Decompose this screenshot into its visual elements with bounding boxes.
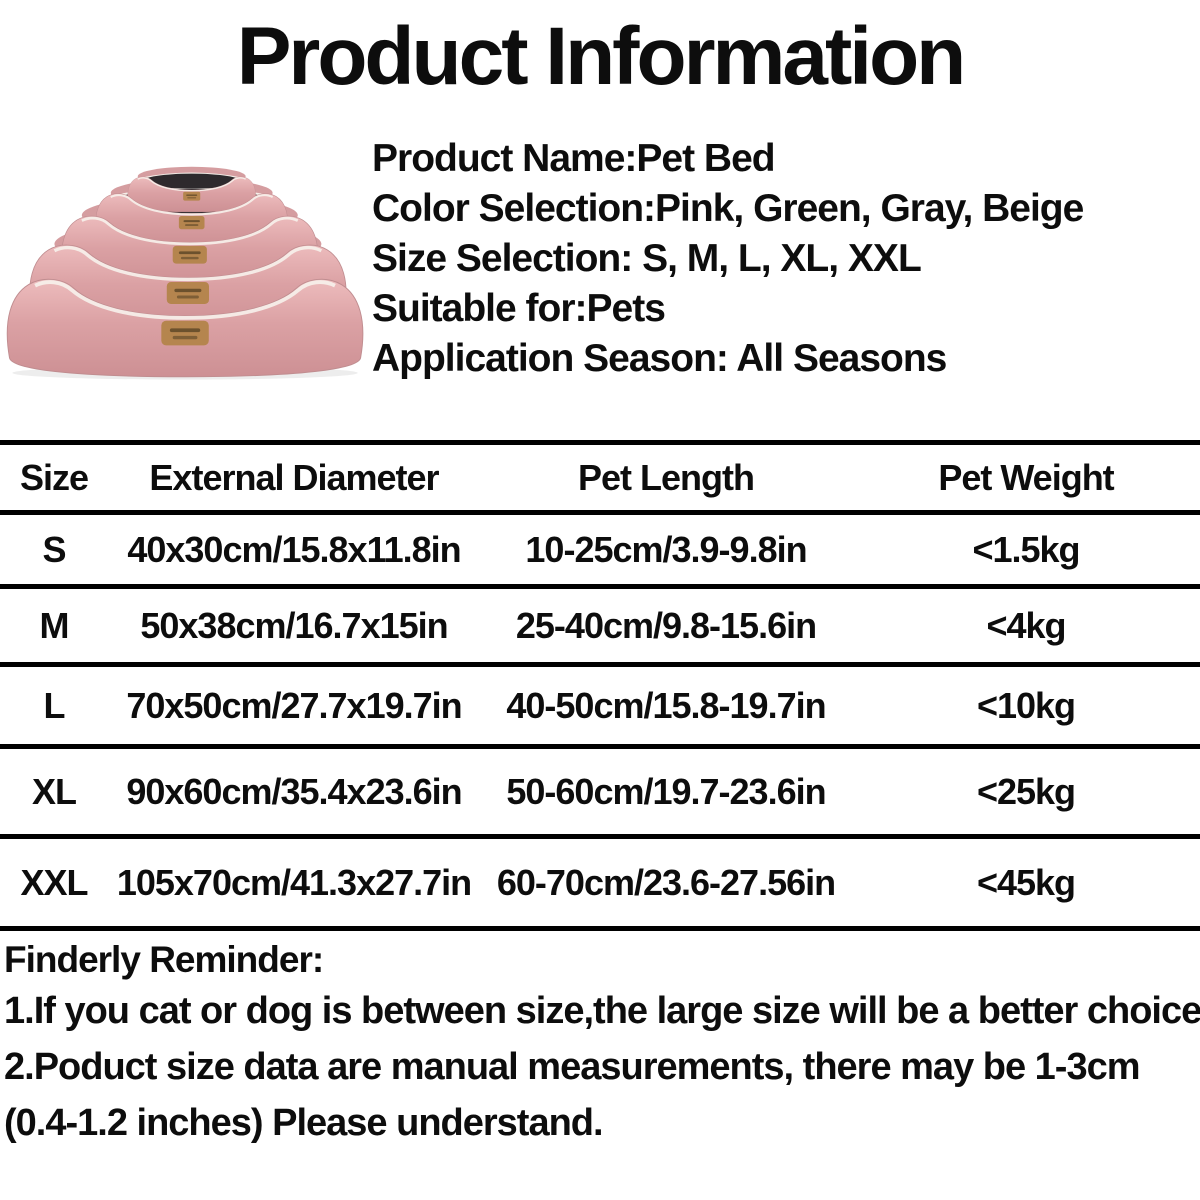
column-header-pet-length: Pet Length <box>578 456 755 498</box>
reminder-note-2: 2.Poduct size data are manual measuremen… <box>4 1046 1141 1088</box>
top-section: Product Name:Pet Bed Color Selection:Pin… <box>0 134 1200 386</box>
detail-suitable-for: Suitable for:Pets <box>372 287 666 330</box>
external-diameter-cell: 105x70cm/41.3x27.7in <box>116 861 472 903</box>
pet-weight-cell: <1.5kg <box>972 528 1080 570</box>
page-title: Product Information <box>236 11 967 102</box>
reminder-note-1: 1.If you cat or dog is between size,the … <box>4 990 1200 1032</box>
table-row-s: S 40x30cm/15.8x11.8in 10-25cm/3.9-9.8in … <box>0 512 1200 587</box>
table-row-xl: XL 90x60cm/35.4x23.6in 50-60cm/19.7-23.6… <box>0 746 1200 837</box>
size-cell: S <box>42 528 66 570</box>
pet-weight-cell: <10kg <box>976 684 1076 726</box>
table-row-l: L 70x50cm/27.7x19.7in 40-50cm/15.8-19.7i… <box>0 664 1200 747</box>
external-diameter-cell: 50x38cm/16.7x15in <box>140 604 448 646</box>
pet-weight-cell: <25kg <box>976 770 1076 812</box>
size-cell: XXL <box>20 861 88 903</box>
pet-length-cell: 60-70cm/23.6-27.56in <box>496 861 836 903</box>
pet-weight-cell: <4kg <box>986 604 1066 646</box>
pet-length-cell: 25-40cm/9.8-15.6in <box>515 604 817 646</box>
stacked-pet-beds-illustration <box>5 165 365 380</box>
pet-length-cell: 10-25cm/3.9-9.8in <box>525 528 807 570</box>
reminder-heading: Finderly Reminder: <box>4 939 324 980</box>
detail-color-selection: Color Selection:Pink, Green, Gray, Beige <box>372 187 1084 230</box>
detail-application-season: Application Season: All Seasons <box>372 337 947 380</box>
size-cell: XL <box>31 770 77 812</box>
size-cell: M <box>39 604 70 646</box>
column-header-pet-weight: Pet Weight <box>938 456 1114 498</box>
table-row-m: M 50x38cm/16.7x15in 25-40cm/9.8-15.6in <… <box>0 586 1200 665</box>
pet-weight-cell: <45kg <box>976 861 1076 903</box>
column-header-external-diameter: External Diameter <box>149 456 439 498</box>
size-table: Size External Diameter Pet Length Pet We… <box>0 440 1200 931</box>
reminder-section: Finderly Reminder: 1.If you cat or dog i… <box>0 937 1200 1151</box>
column-header-size: Size <box>19 456 89 498</box>
product-details: Product Name:Pet Bed Color Selection:Pin… <box>372 134 1200 386</box>
size-table-header-row: Size External Diameter Pet Length Pet We… <box>0 442 1200 513</box>
pet-bed-product-image <box>0 134 372 386</box>
detail-size-selection: Size Selection: S, M, L, XL, XXL <box>372 237 922 280</box>
pet-length-cell: 50-60cm/19.7-23.6in <box>506 770 826 812</box>
reminder-note-2-cont: (0.4-1.2 inches) Please understand. <box>4 1102 604 1144</box>
size-cell: L <box>43 684 66 726</box>
external-diameter-cell: 90x60cm/35.4x23.6in <box>126 770 462 812</box>
pet-length-cell: 40-50cm/15.8-19.7in <box>506 684 826 726</box>
detail-product-name: Product Name:Pet Bed <box>372 137 776 180</box>
table-row-xxl: XXL 105x70cm/41.3x27.7in 60-70cm/23.6-27… <box>0 836 1200 929</box>
external-diameter-cell: 70x50cm/27.7x19.7in <box>126 684 462 726</box>
external-diameter-cell: 40x30cm/15.8x11.8in <box>127 528 461 570</box>
